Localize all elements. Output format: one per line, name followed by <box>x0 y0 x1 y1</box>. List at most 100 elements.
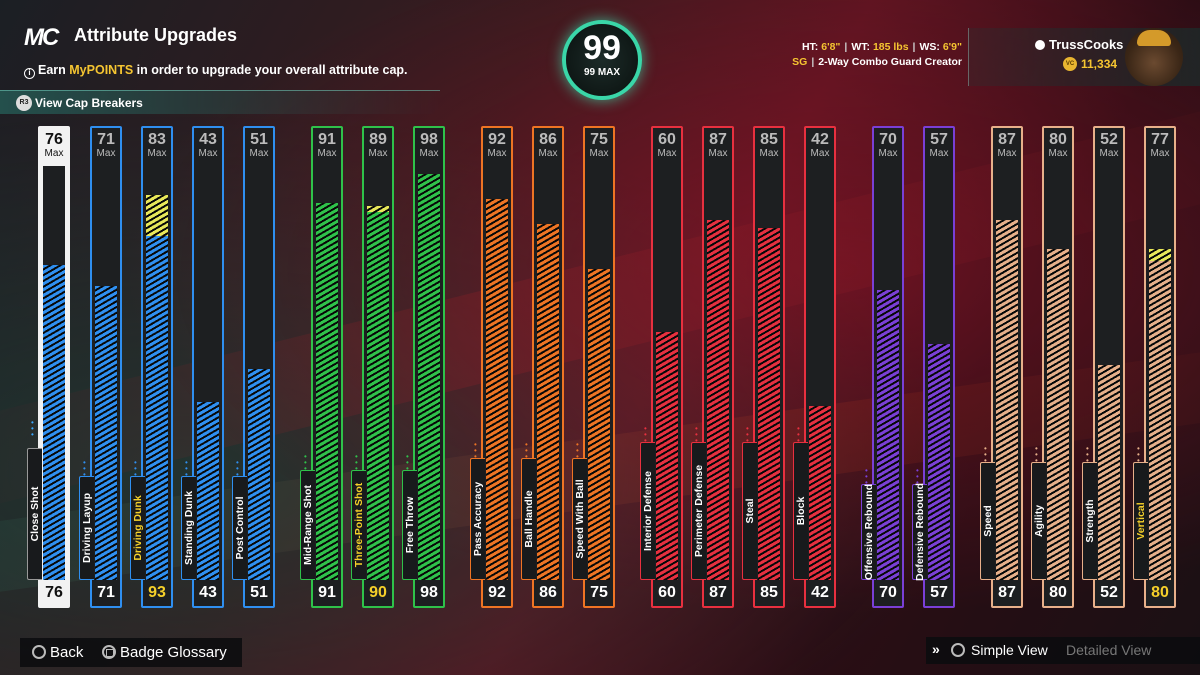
attribute-max-value: 86 <box>539 131 557 148</box>
attribute-max-label: Max <box>419 148 439 159</box>
attribute-name: Standing Dunk <box>183 490 195 566</box>
attribute-current-value: 57 <box>930 584 948 601</box>
attribute-dots-icon: • • • <box>525 440 528 461</box>
view-cap-breakers-button[interactable]: R3 View Cap Breakers <box>0 90 440 114</box>
attribute-label-tab: Driving Layup <box>79 476 94 580</box>
attribute-bar-interior-defense[interactable]: 60 Max 60 Interior Defense • • • <box>640 126 683 608</box>
attribute-bar-strength[interactable]: 52 Max 52 Strength • • • <box>1082 126 1125 608</box>
attribute-current-value: 80 <box>1049 584 1067 601</box>
attribute-dots-icon: • • • <box>797 424 800 445</box>
attribute-track <box>197 166 219 580</box>
attribute-bar-block[interactable]: 42 Max 42 Block • • • <box>793 126 836 608</box>
username: TrussCooks <box>1049 37 1124 52</box>
attribute-label-tab: Vertical <box>1133 462 1148 580</box>
attribute-fill <box>588 269 610 580</box>
weight-value: 185 lbs <box>872 41 909 53</box>
attribute-fill <box>996 220 1018 580</box>
attribute-current-value: 60 <box>658 584 676 601</box>
attribute-bar-steal[interactable]: 85 Max 85 Steal • • • <box>742 126 785 608</box>
attribute-dots-icon: • • • <box>865 466 868 487</box>
attribute-bar-standing-dunk[interactable]: 43 Max 43 Standing Dunk • • • <box>181 126 224 608</box>
attribute-current-value: 92 <box>488 584 506 601</box>
attribute-label-tab: Speed <box>980 462 995 580</box>
attribute-current-value: 43 <box>199 584 217 601</box>
badge-glossary-button[interactable]: Badge Glossary <box>102 644 227 661</box>
position-value: SG <box>792 56 808 68</box>
attribute-bar-driving-dunk[interactable]: 83 Max 93 Driving Dunk • • • <box>130 126 173 608</box>
cap-breakers-label: View Cap Breakers <box>35 96 143 110</box>
attribute-fill <box>95 286 117 580</box>
attribute-label-tab: Standing Dunk <box>181 476 196 580</box>
attribute-label-tab: Close Shot <box>27 448 42 580</box>
attribute-label-tab: Mid-Range Shot <box>300 470 315 580</box>
attribute-bar-speed[interactable]: 87 Max 87 Speed • • • <box>980 126 1023 608</box>
simple-view-option[interactable]: Simple View <box>971 642 1048 658</box>
attribute-current-value: 98 <box>420 584 438 601</box>
back-button[interactable]: Back <box>32 644 83 661</box>
attribute-dots-icon: • • • <box>185 458 188 479</box>
attribute-track <box>146 166 168 580</box>
attribute-max-value: 70 <box>879 131 897 148</box>
attribute-boost-fill <box>146 195 168 236</box>
attribute-track <box>367 166 389 580</box>
attribute-bar-post-control[interactable]: 51 Max 51 Post Control • • • <box>232 126 275 608</box>
attribute-fill <box>758 228 780 580</box>
attribute-bar-close-shot[interactable]: 76 Max 76 Close Shot • • • <box>27 126 70 608</box>
attribute-bar-driving-layup[interactable]: 71 Max 71 Driving Layup • • • <box>79 126 122 608</box>
attribute-bar-perimeter-defense[interactable]: 87 Max 87 Perimeter Defense • • • <box>691 126 734 608</box>
attribute-track <box>758 166 780 580</box>
attribute-bar-three-point-shot[interactable]: 89 Max 90 Three-Point Shot • • • <box>351 126 394 608</box>
attribute-bar-pass-accuracy[interactable]: 92 Max 92 Pass Accuracy • • • <box>470 126 513 608</box>
info-icon: i <box>24 68 35 79</box>
r3-button-icon: R3 <box>16 95 32 111</box>
attribute-track <box>996 166 1018 580</box>
attribute-label-tab: Strength <box>1082 462 1097 580</box>
detailed-view-option[interactable]: Detailed View <box>1066 642 1152 658</box>
attribute-bar-defensive-rebound[interactable]: 57 Max 57 Defensive Rebound • • • <box>912 126 955 608</box>
attribute-dots-icon: • • • <box>1137 444 1140 465</box>
chevron-right-icon: » <box>932 641 940 657</box>
attribute-bar-free-throw[interactable]: 98 Max 98 Free Throw • • • <box>402 126 445 608</box>
attribute-track <box>877 166 899 580</box>
attribute-bar-ball-handle[interactable]: 86 Max 86 Ball Handle • • • <box>521 126 564 608</box>
attribute-max-value: 75 <box>590 131 608 148</box>
attribute-dots-icon: • • • <box>746 424 749 445</box>
attribute-bar-agility[interactable]: 80 Max 80 Agility • • • <box>1031 126 1074 608</box>
attribute-bar-speed-with-ball[interactable]: 75 Max 75 Speed With Ball • • • <box>572 126 615 608</box>
attribute-bar-offensive-rebound[interactable]: 70 Max 70 Offensive Rebound • • • <box>861 126 904 608</box>
wingspan-label: WS: <box>919 41 940 53</box>
attribute-track <box>588 166 610 580</box>
attribute-dots-icon: • • • <box>31 418 34 439</box>
attribute-current-value: 93 <box>148 584 166 601</box>
attribute-fill <box>1149 261 1171 580</box>
attribute-max-label: Max <box>878 148 898 159</box>
attribute-label-tab: Defensive Rebound <box>912 483 927 581</box>
attribute-max-value: 42 <box>811 131 829 148</box>
attribute-max-value: 85 <box>760 131 778 148</box>
attribute-name: Pass Accuracy <box>472 481 484 557</box>
attribute-label-tab: Post Control <box>232 476 247 580</box>
attribute-dots-icon: • • • <box>83 458 86 479</box>
page-title: Attribute Upgrades <box>74 25 238 45</box>
attribute-label-tab: Free Throw <box>402 470 417 580</box>
attribute-track <box>418 166 440 580</box>
attribute-track <box>809 166 831 580</box>
attribute-current-value: 70 <box>879 584 897 601</box>
attribute-bar-vertical[interactable]: 77 Max 80 Vertical • • • <box>1133 126 1176 608</box>
attribute-fill <box>656 332 678 580</box>
attribute-max-value: 80 <box>1049 131 1067 148</box>
attribute-name: Offensive Rebound <box>863 483 875 581</box>
footer-left: Back Badge Glossary <box>20 638 242 667</box>
attribute-track <box>1149 166 1171 580</box>
attribute-track <box>43 166 65 580</box>
attribute-track <box>1047 166 1069 580</box>
attribute-max-label: Max <box>759 148 779 159</box>
wingspan-value: 6'9" <box>942 41 962 53</box>
mycareer-logo: MC <box>24 24 59 51</box>
build-name: 2-Way Combo Guard Creator <box>818 56 962 68</box>
attribute-track <box>316 166 338 580</box>
attribute-bar-mid-range-shot[interactable]: 91 Max 91 Mid-Range Shot • • • <box>300 126 343 608</box>
attribute-max-value: 83 <box>148 131 166 148</box>
attribute-current-value: 51 <box>250 584 268 601</box>
attribute-dots-icon: • • • <box>916 466 919 487</box>
